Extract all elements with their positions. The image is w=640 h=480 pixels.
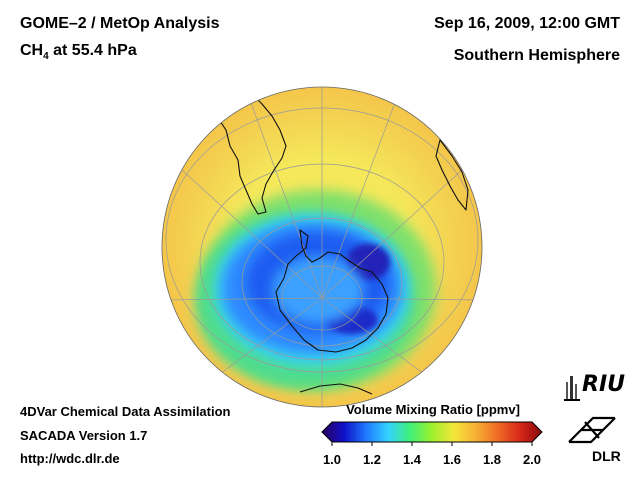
globe [162, 87, 482, 407]
species-prefix: CH [20, 42, 44, 59]
footer-version: SACADA Version 1.7 [20, 428, 148, 443]
coastlines [207, 91, 469, 395]
graticule [163, 87, 481, 407]
dlr-logo-text: DLR [592, 448, 621, 464]
title-region: Southern Hemisphere [453, 47, 620, 64]
colorbar-title: Volume Mixing Ratio [ppmv] [346, 402, 520, 417]
species-suffix: at 55.4 hPa [48, 42, 137, 59]
field-core [346, 244, 390, 280]
colorbar-tick-label: 1.8 [482, 452, 502, 467]
footer-assimilation: 4DVar Chemical Data Assimilation [20, 404, 231, 419]
colorbar-tick-label: 1.2 [362, 452, 382, 467]
colorbar-tick-label: 1.6 [442, 452, 462, 467]
title-species: CH4 at 55.4 hPa [20, 41, 137, 63]
colorbar-tick-label: 2.0 [522, 452, 542, 467]
coast-antarctica [275, 229, 389, 353]
riu-logo [562, 372, 626, 402]
species-subscript: 4 [43, 51, 49, 62]
dlr-logo-icon [568, 416, 616, 444]
coast-south-america [207, 91, 287, 215]
colorbar-tick-label: 1.4 [402, 452, 422, 467]
coast-australia [299, 383, 373, 395]
coast-africa [435, 139, 469, 211]
title-date: Sep 16, 2009, 12:00 GMT [434, 15, 620, 32]
colorbar-tick-label: 1.0 [322, 452, 342, 467]
riu-logo-icon [564, 376, 580, 401]
globe-outline [161, 86, 483, 408]
riu-logo-text: RIU [582, 372, 625, 397]
title-product: GOME–2 / MetOp Analysis [20, 15, 220, 32]
footer-url-link[interactable]: http://wdc.dlr.de [20, 451, 120, 466]
